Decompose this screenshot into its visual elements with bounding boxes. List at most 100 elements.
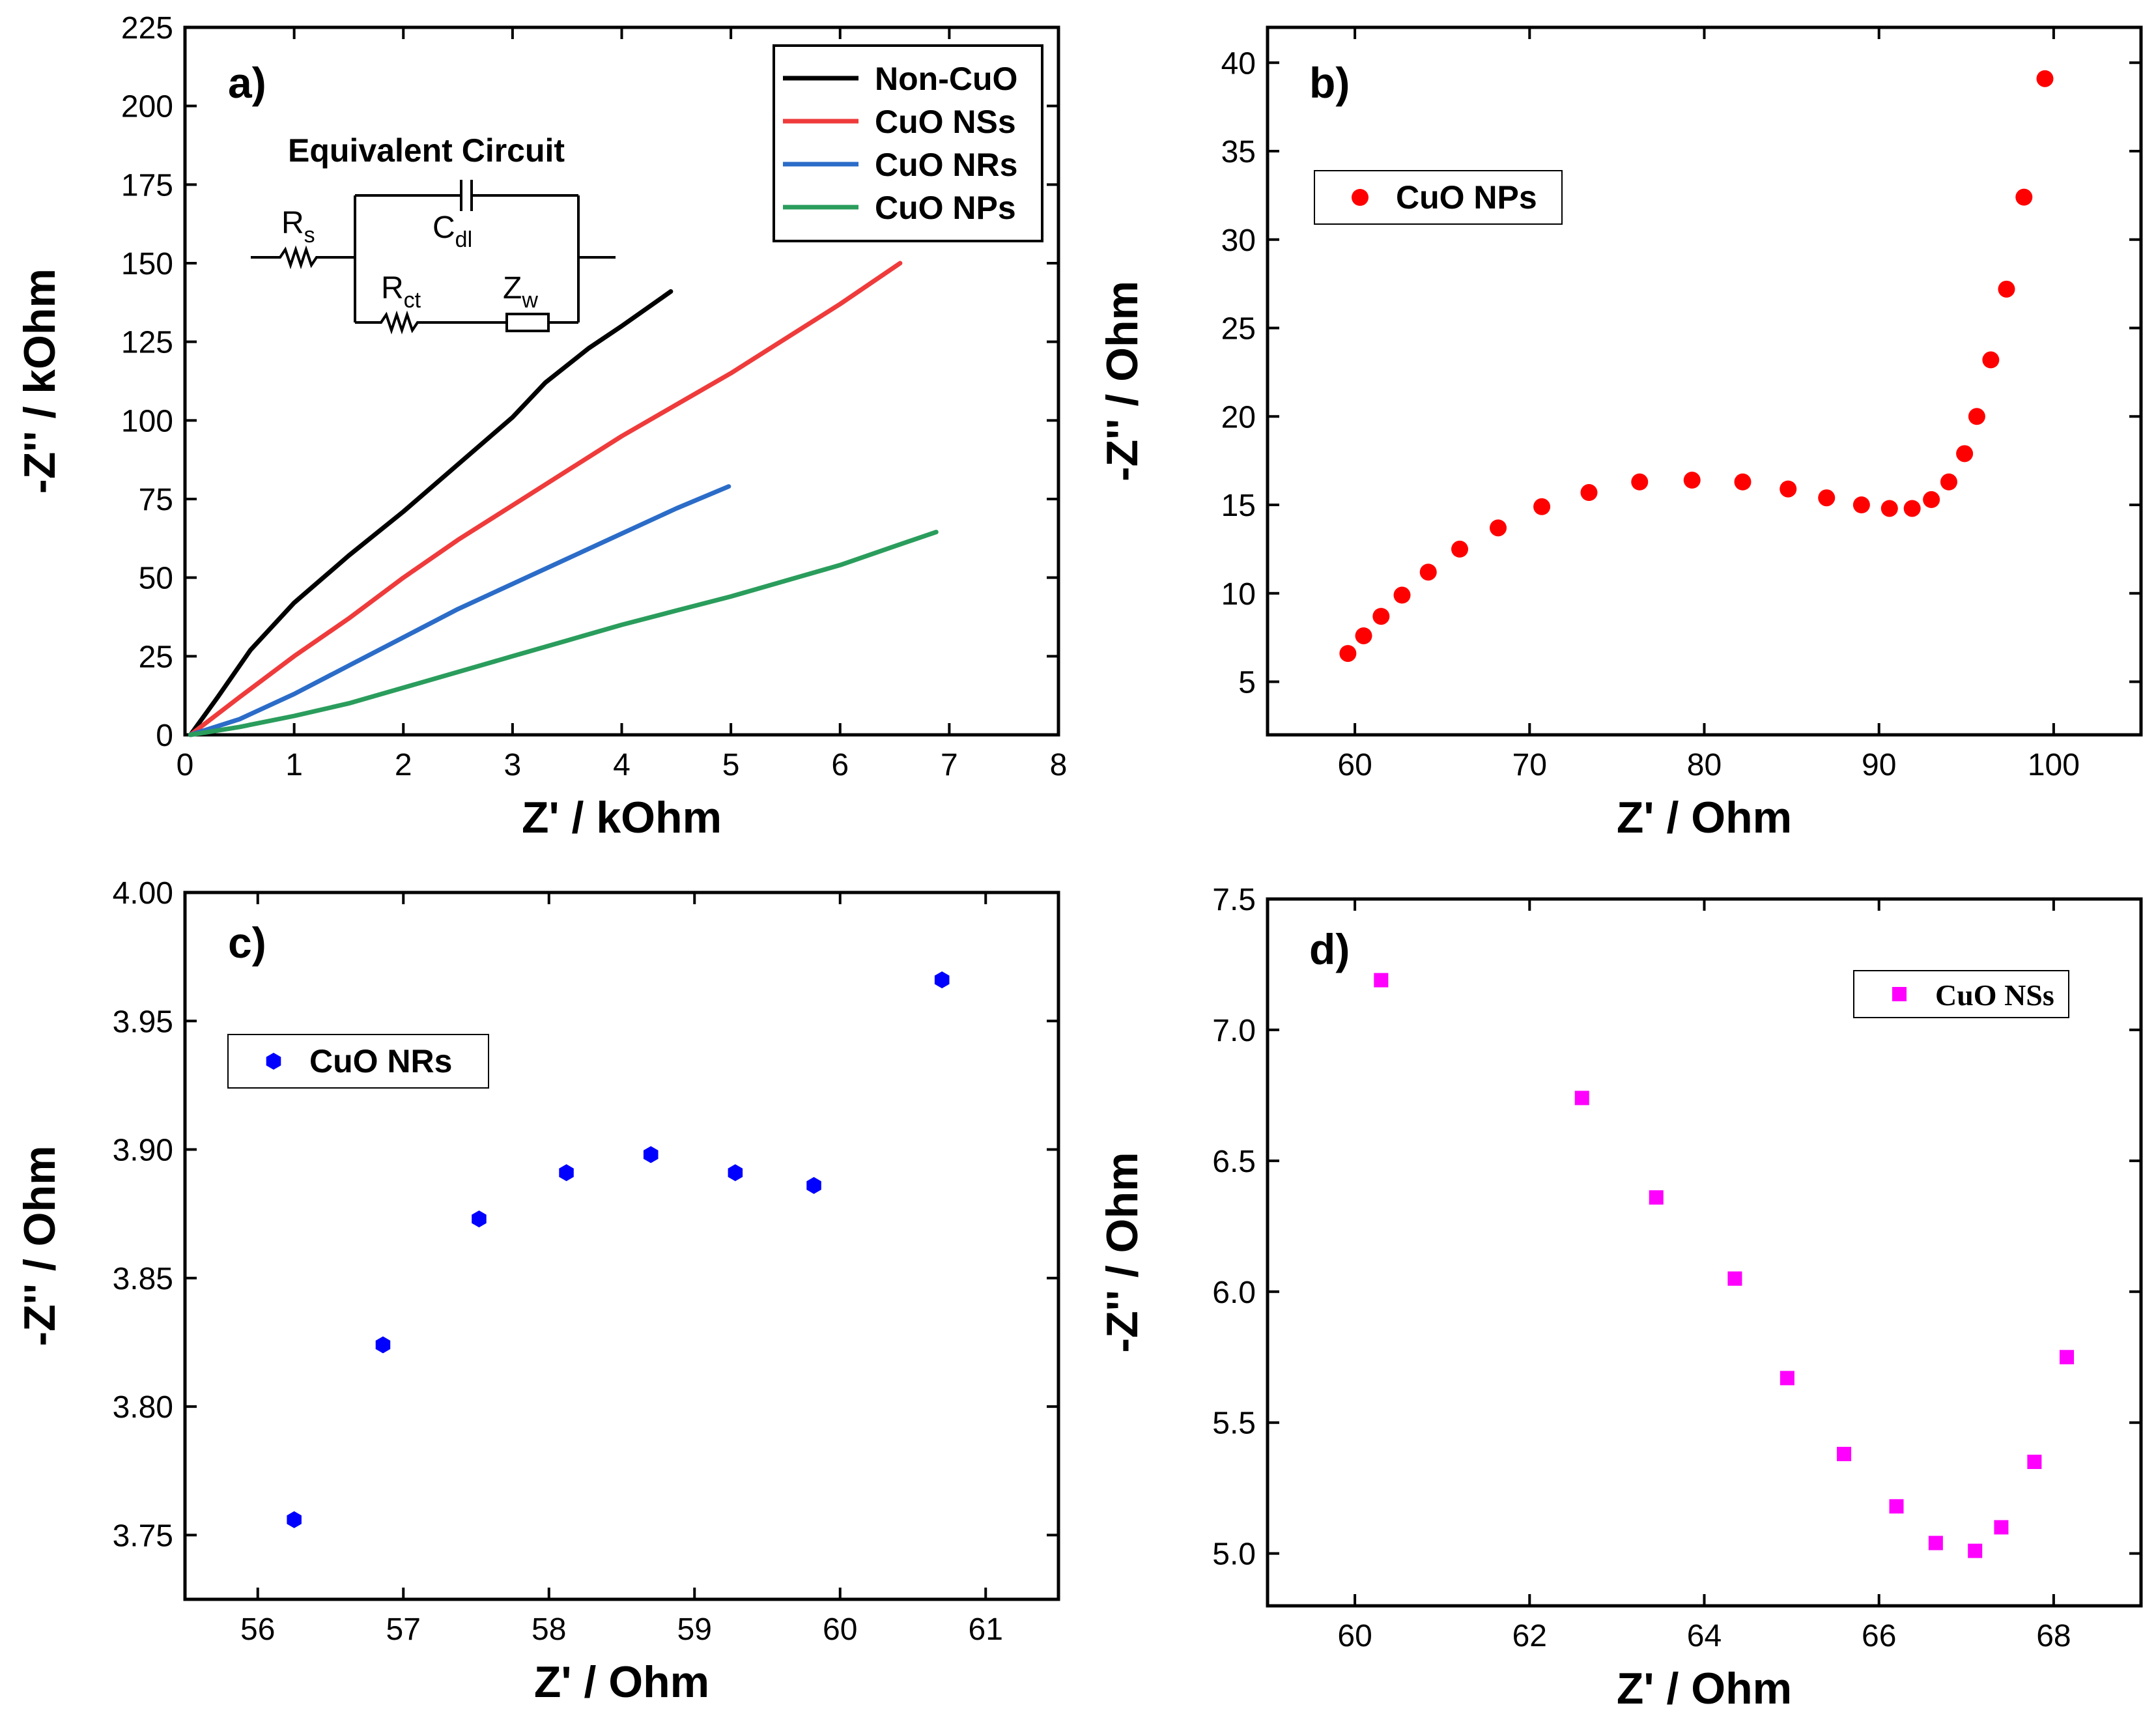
y-tick-label: 4.00 [113,876,173,911]
y-tick-label: 5.0 [1212,1537,1256,1572]
x-axis-title: Z' / Ohm [1617,1664,1792,1713]
data-point [1968,408,1985,425]
x-tick-label: 100 [2028,748,2080,782]
data-point [1533,498,1551,515]
data-point [2036,70,2054,87]
data-point [1727,1271,1742,1286]
x-tick-label: 1 [285,748,303,782]
x-tick-label: 6 [831,748,849,782]
x-tick-label: 58 [532,1612,566,1647]
data-point [1339,645,1357,663]
x-tick-label: 90 [1862,748,1896,782]
series-line-cuo-nrs [188,484,731,737]
x-tick-label: 3 [504,748,522,782]
x-tick-label: 80 [1687,748,1722,782]
y-tick-label: 20 [1221,400,1256,435]
y-tick-label: 3.75 [113,1519,173,1553]
y-tick-label: 6.0 [1212,1276,1256,1310]
y-tick-label: 225 [121,11,173,46]
panel-c-cuo-nrs-chart: 56 57 58 59 60 61 3.75 3.80 3.85 3.90 3.95 4.00 Z' /… [15,876,1060,1707]
y-tick-label: 5 [1238,666,1256,700]
rs-resistor [251,245,355,270]
legend-label: CuO NSs [875,104,1016,140]
y-tick-label: 6.5 [1212,1145,1256,1179]
x-axis-title: Z' / kOhm [522,793,722,842]
data-point [1355,627,1372,644]
data-point [287,1511,302,1528]
x-tick-label: 4 [613,748,631,782]
legend: CuO NRs [227,1034,489,1089]
x-tick-label: 7 [941,748,958,782]
data-point [472,1210,487,1228]
data-point [1837,1446,1852,1461]
data-point [728,1164,743,1182]
y-tick-label: 35 [1221,135,1256,169]
data-point [934,971,950,989]
data-point [2027,1454,2042,1469]
legend-label: CuO NPs [1396,179,1537,216]
data-point [2015,188,2033,206]
y-axis-title: -Z'' / Ohm [1098,1152,1147,1352]
y-tick-label: 3.85 [113,1262,173,1296]
legend-swatch [1892,987,1907,1001]
x-tick-label: 61 [969,1612,1003,1647]
y-tick-label: 3.95 [113,1005,173,1039]
x-tick-label: 68 [2036,1619,2071,1653]
y-tick-label: 3.80 [113,1390,173,1425]
legend-swatch [1352,189,1369,206]
y-tick-label: 75 [139,483,173,517]
data-point [1649,1190,1664,1205]
plot-frame [183,891,1060,1601]
data-point [1998,280,2015,298]
data-point [1574,1091,1589,1106]
panel-label: b) [1309,59,1350,107]
data-point [643,1146,659,1163]
y-tick-label: 25 [139,640,173,674]
data-point [806,1177,821,1194]
data-point [559,1164,574,1182]
y-tick-label: 50 [139,562,173,596]
y-tick-label: 5.5 [1212,1406,1256,1441]
x-tick-label: 5 [722,748,740,782]
x-tick-label: 56 [240,1612,275,1647]
data-point [2060,1350,2075,1365]
x-tick-label: 0 [177,748,194,782]
panel-label: a) [228,59,266,107]
y-tick-label: 40 [1221,46,1256,81]
legend-box [1853,970,2069,1018]
data-point [1880,500,1898,517]
x-tick-label: 62 [1512,1619,1547,1653]
y-tick-label: 3.90 [113,1134,173,1168]
x-tick-label: 60 [1337,1619,1372,1653]
data-point [1372,608,1390,625]
y-tick-label: 0 [156,719,173,753]
x-tick-label: 64 [1687,1619,1722,1653]
rct-label: Rct [381,271,421,313]
legend-label: CuO NRs [309,1043,452,1079]
x-tick-label: 66 [1862,1619,1896,1653]
legend-label: CuO NPs [875,190,1016,226]
x-tick-label: 60 [1337,748,1372,782]
data-point [1889,1499,1904,1514]
data-point [1580,484,1598,502]
equivalent-circuit-inset: Equivalent Circuit Rs Cdl Rct Zw [251,132,616,335]
data-point [1982,351,2000,369]
legend: Non-CuO CuO NSs CuO NRs CuO NPs [773,44,1043,242]
y-tick-label: 7.0 [1212,1014,1256,1048]
plot-frame [1266,25,2143,737]
data-point [1903,500,1921,517]
series-line-non-cuo [188,289,674,737]
y-tick-label: 125 [121,326,173,360]
legend-label: CuO NRs [875,147,1017,183]
x-tick-label: 70 [1512,748,1547,782]
legend: CuO NPs [1314,170,1563,225]
panel-a-eis-chart: 0 1 2 3 4 5 6 7 8 0 25 50 75 100 125 150 175 200 225 Z' / k… [15,11,1067,842]
panel-d-cuo-nss-chart: 60 62 64 66 68 5.0 5.5 6.0 6.5 7.0 7.5 Z' / Ohm -Z''… [1098,883,2143,1713]
y-tick-label: 25 [1221,312,1256,347]
data-point [1818,489,1836,507]
circuit-title: Equivalent Circuit [288,132,565,169]
x-tick-label: 57 [386,1612,421,1647]
x-tick-label: 60 [823,1612,857,1647]
y-axis-title: -Z'' / Ohm [1098,281,1147,481]
